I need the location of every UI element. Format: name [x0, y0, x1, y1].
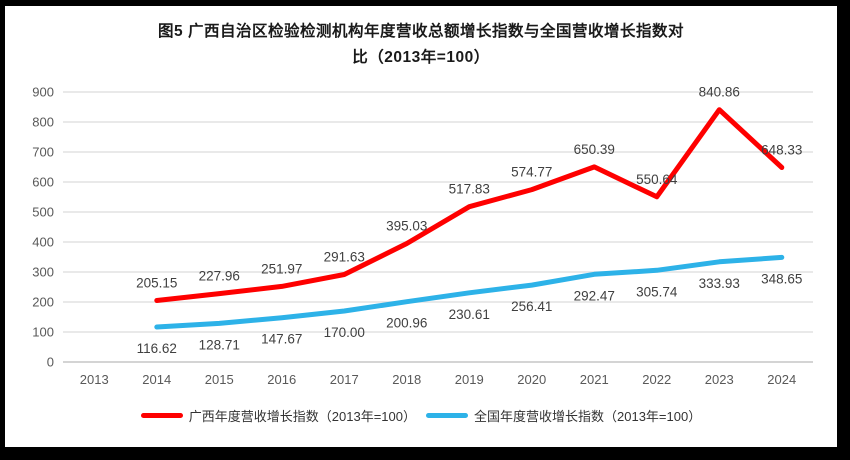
y-tick-label: 600: [32, 175, 54, 190]
chart-title: 图5 广西自治区检验检测机构年度营收总额增长指数与全国营收增长指数对 比（201…: [5, 19, 837, 70]
legend-label-national: 全国年度营收增长指数（2013年=100）: [474, 409, 702, 425]
data-label: 251.97: [261, 262, 302, 277]
y-tick-label: 0: [47, 355, 54, 370]
y-tick-label: 700: [32, 145, 54, 160]
data-label: 170.00: [324, 325, 365, 340]
x-tick-label: 2022: [642, 372, 671, 387]
chart-title-line1: 图5 广西自治区检验检测机构年度营收总额增长指数与全国营收增长指数对: [158, 23, 684, 40]
data-label: 147.67: [261, 332, 302, 347]
data-label: 574.77: [511, 165, 552, 180]
legend-item-guangxi: 广西年度营收增长指数（2013年=100）: [140, 406, 416, 425]
x-tick-label: 2023: [705, 372, 734, 387]
data-label: 648.33: [761, 143, 802, 158]
data-label: 292.47: [574, 288, 615, 303]
data-label: 200.96: [386, 316, 427, 331]
data-label: 650.39: [574, 142, 615, 157]
x-tick-label: 2016: [267, 372, 296, 387]
data-label: 840.86: [699, 85, 740, 100]
line-chart-plot-area: 0 100 200 300 400 500 600 700 800 900 2013 2014 2015…: [32, 85, 813, 387]
chart-title-line2: 比（2013年=100）: [352, 48, 490, 66]
data-label: 517.83: [449, 182, 490, 197]
data-label: 348.65: [761, 272, 802, 287]
y-tick-label: 200: [32, 295, 54, 310]
data-label: 395.03: [386, 219, 427, 234]
guangxi-series-swatch-icon: [140, 413, 183, 418]
data-label: 256.41: [511, 299, 552, 314]
chart-legend: 广西年度营收增长指数（2013年=100） 全国年度营收增长指数（2013年=1…: [5, 406, 837, 425]
x-tick-label: 2018: [392, 372, 421, 387]
data-label: 333.93: [699, 276, 740, 291]
legend-label-guangxi: 广西年度营收增长指数（2013年=100）: [188, 409, 416, 425]
x-tick-label: 2020: [517, 372, 546, 387]
y-tick-label: 500: [32, 205, 54, 220]
data-label: 128.71: [199, 338, 240, 353]
x-tick-label: 2015: [205, 372, 234, 387]
legend-item-national: 全国年度营收增长指数（2013年=100）: [426, 406, 701, 425]
series-line-0: [154, 107, 785, 304]
data-label: 305.74: [636, 284, 678, 299]
y-tick-label: 100: [32, 325, 54, 340]
series-line-1: [154, 255, 785, 330]
x-tick-label: 2019: [455, 372, 484, 387]
data-label: 550.64: [636, 172, 678, 187]
data-label: 227.96: [199, 269, 240, 284]
y-tick-label: 900: [32, 85, 54, 100]
data-label: 205.15: [136, 276, 177, 291]
data-label: 291.63: [324, 250, 365, 265]
y-tick-label: 400: [32, 235, 54, 250]
y-tick-label: 300: [32, 265, 54, 280]
national-series-swatch-icon: [426, 413, 468, 418]
x-tick-label: 2024: [767, 372, 796, 387]
x-tick-label: 2017: [330, 372, 359, 387]
x-tick-label: 2021: [580, 372, 609, 387]
x-tick-label: 2013: [80, 372, 109, 387]
data-label: 116.62: [137, 341, 177, 356]
x-tick-label: 2014: [142, 372, 171, 387]
y-tick-label: 800: [32, 115, 54, 130]
data-label: 230.61: [449, 307, 490, 322]
